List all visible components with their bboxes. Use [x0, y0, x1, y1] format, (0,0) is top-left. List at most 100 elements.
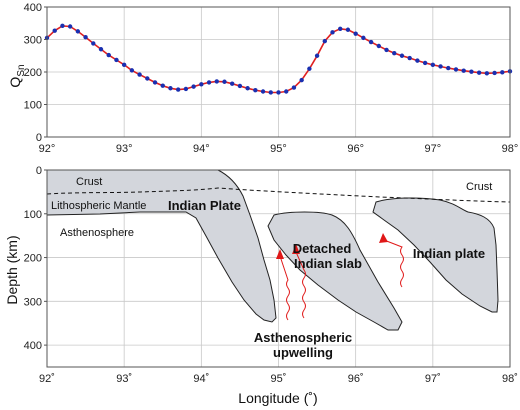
qsn-data-point [52, 28, 57, 33]
qsn-data-point [469, 69, 474, 74]
cross-section-x-tick-label: 93˚ [116, 373, 132, 385]
cross-section-x-tick-label: 97˚ [425, 373, 441, 385]
qsn-data-point [199, 82, 204, 87]
cross-section-diagram: 0 100 200 300 400 92˚ 93˚ 94˚ 95˚ 96˚ 97˚ 98˚ Crus… [4, 165, 518, 406]
qsn-data-point [183, 86, 189, 92]
upwelling-arrow-2 [295, 251, 306, 319]
cross-section-frame [46, 169, 511, 368]
qsn-data-point [399, 53, 405, 58]
qsn-data-point [91, 41, 96, 46]
qsn-data-point [60, 23, 65, 29]
qsn-y-tick-label: 0 [36, 132, 42, 144]
qsn-data-point [338, 26, 343, 31]
qsn-data-point [253, 88, 258, 93]
qsn-data-point [129, 68, 135, 73]
indian-plate-right-label: Indian plate [413, 246, 485, 261]
crust-left-label: Crust [76, 176, 102, 188]
detached-slab-label-line2: Indian slab [294, 256, 362, 271]
upwelling-arrow-3 [383, 239, 404, 288]
depth-axis-label: Depth (km) [4, 235, 20, 304]
cross-section-x-tick-label: 96˚ [348, 373, 364, 385]
qsn-y-tick-labels: 0 100 200 300 400 [24, 2, 47, 144]
qsn-y-tick-label: 200 [24, 67, 42, 79]
cross-section-x-tick-label: 94˚ [193, 373, 209, 385]
qsn-chart: 0 100 200 300 400 92° 93° 94° 95° 96° 97° 98° QSn [7, 2, 518, 155]
qsn-x-tick-label: 93° [116, 143, 133, 155]
qsn-data-point [284, 89, 289, 94]
qsn-data-point [453, 67, 459, 72]
qsn-data-point [376, 43, 382, 49]
lithospheric-mantle-label: Lithospheric Mantle [51, 200, 146, 212]
qsn-data-point [461, 68, 466, 73]
qsn-data-point [145, 76, 150, 81]
qsn-data-point [276, 90, 281, 95]
qsn-x-tick-labels: 92° 93° 94° 95° 96° 97° 98° [39, 143, 519, 155]
qsn-data-point [384, 47, 389, 53]
qsn-data-point [430, 62, 436, 68]
cross-section-y-tick-label: 300 [24, 296, 42, 308]
indian-plate-left-label: Indian Plate [168, 198, 241, 213]
qsn-data-point [492, 70, 497, 76]
qsn-data-point [314, 53, 320, 58]
cross-section-x-tick-label: 92˚ [39, 373, 55, 385]
qsn-data-point [291, 85, 297, 90]
qsn-data-point [152, 80, 158, 85]
qsn-data-point [407, 55, 412, 61]
detached-slab-label-line1: Detached [293, 241, 352, 256]
qsn-data-point [446, 65, 451, 71]
upwelling-arrowhead-3 [379, 233, 388, 243]
qsn-data-point [191, 84, 196, 89]
qsn-data-point [415, 58, 420, 63]
cross-section-y-tick-label: 400 [24, 340, 42, 352]
qsn-data-point [245, 86, 250, 91]
cross-section-y-tick-label: 200 [24, 253, 42, 265]
cross-section-y-tick-label: 100 [24, 209, 42, 221]
crust-boundary-dashed [46, 187, 511, 203]
qsn-data-point [160, 83, 165, 88]
cross-section-y-tick-label: 0 [36, 165, 42, 177]
qsn-data-point [345, 27, 351, 32]
qsn-y-axis-label: QSn [7, 64, 27, 87]
qsn-series [44, 23, 513, 95]
qsn-x-tick-label: 98° [502, 143, 519, 155]
upwelling-label-line2: upwelling [273, 345, 333, 360]
qsn-data-point [175, 87, 181, 92]
crust-right-label: Crust [466, 181, 492, 193]
detached-indian-slab-shape [267, 211, 403, 331]
qsn-grid [47, 7, 510, 137]
qsn-data-point [237, 83, 243, 89]
cross-section-x-tick-label: 98˚ [502, 373, 518, 385]
qsn-data-point [67, 24, 73, 29]
qsn-data-point [438, 64, 443, 69]
upwelling-arrowhead-1 [276, 249, 284, 259]
qsn-data-point [260, 89, 266, 94]
qsn-y-tick-label: 100 [24, 100, 42, 112]
qsn-x-tick-label: 96° [347, 143, 364, 155]
qsn-data-point [137, 72, 142, 77]
qsn-x-tick-label: 95° [270, 143, 287, 155]
qsn-data-point [353, 31, 358, 36]
qsn-x-tick-label: 94° [193, 143, 210, 155]
indian-plate-left-shape [46, 169, 277, 323]
qsn-data-point [299, 77, 304, 83]
qsn-data-point [121, 62, 127, 68]
cross-section-y-tick-labels: 0 100 200 300 400 [24, 165, 47, 352]
upwelling-arrowhead-2 [292, 244, 300, 254]
qsn-data-point [106, 52, 111, 58]
qsn-data-point [268, 90, 273, 95]
qsn-data-point [422, 60, 428, 66]
qsn-data-point [114, 57, 119, 63]
qsn-data-point [98, 47, 104, 52]
qsn-data-point [361, 35, 366, 41]
cross-section-x-tick-label: 95˚ [271, 373, 287, 385]
qsn-y-tick-label: 400 [24, 2, 42, 14]
qsn-data-point [330, 30, 335, 35]
qsn-x-tick-label: 97° [425, 143, 442, 155]
qsn-y-tick-label: 300 [24, 35, 42, 47]
qsn-data-point [214, 79, 219, 84]
qsn-data-point [392, 50, 397, 56]
qsn-data-point [500, 70, 505, 75]
longitude-axis-label: Longitude (˚) [238, 390, 317, 406]
qsn-x-tick-label: 92° [39, 143, 56, 155]
